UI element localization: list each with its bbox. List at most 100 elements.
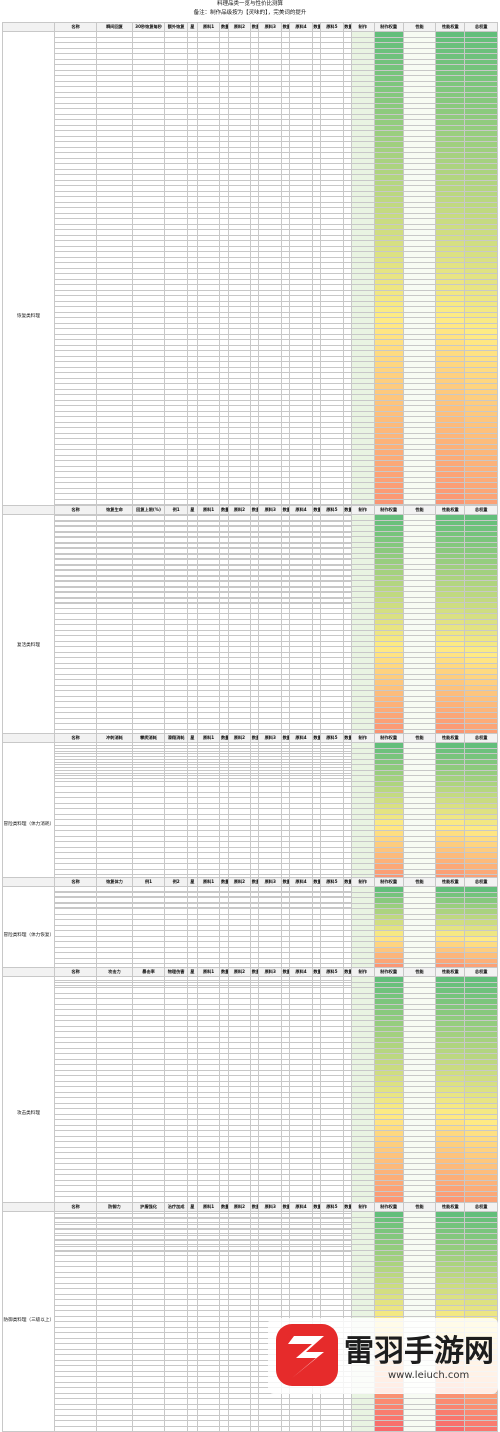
table-cell (164, 427, 188, 434)
table-cell (281, 97, 291, 104)
table-cell (281, 383, 291, 390)
table-cell (402, 1064, 437, 1071)
table-cell (311, 388, 322, 395)
table-cell (131, 1108, 166, 1115)
table-cell (342, 1080, 352, 1087)
table-cell (53, 388, 98, 395)
table-cell (464, 487, 498, 494)
table-cell (131, 1091, 166, 1098)
table-cell (131, 1086, 166, 1093)
column-header: 总权重 (464, 22, 498, 32)
table-cell (281, 102, 291, 109)
table-row (3, 919, 498, 926)
table-cell (219, 278, 229, 285)
table-row (3, 394, 498, 401)
table-cell (464, 86, 498, 93)
table-row (3, 1025, 498, 1032)
table-cell (435, 355, 466, 362)
table-row (3, 1146, 498, 1153)
table-cell (281, 119, 291, 126)
table-cell (250, 383, 260, 390)
table-cell (164, 306, 188, 313)
table-cell (250, 350, 260, 357)
table-cell (250, 295, 260, 302)
table-cell (311, 1141, 322, 1148)
table-cell (219, 1119, 229, 1126)
table-cell (219, 1053, 229, 1060)
table-cell (219, 410, 229, 417)
table-cell (435, 443, 466, 450)
table-cell (342, 460, 352, 467)
table-cell (53, 372, 98, 379)
column-header: 原料1 (196, 967, 221, 977)
table-cell (281, 1075, 291, 1082)
table-cell (131, 1097, 166, 1104)
table-cell (250, 410, 260, 417)
table-row (3, 344, 498, 351)
table-cell (53, 119, 98, 126)
table-cell (435, 300, 466, 307)
table-cell (250, 69, 260, 76)
table-cell (281, 1053, 291, 1060)
table-cell (164, 454, 188, 461)
table-row (3, 295, 498, 302)
table-cell (281, 421, 291, 428)
table-row (3, 471, 498, 478)
column-header: 性能 (402, 733, 437, 743)
table-cell (250, 1146, 260, 1153)
table-cell (250, 322, 260, 329)
table-cell (219, 476, 229, 483)
column-header: 制作权重 (373, 967, 404, 977)
table-cell (342, 1069, 352, 1076)
table-cell (311, 251, 322, 258)
table-cell (281, 399, 291, 406)
table-cell (435, 91, 466, 98)
table-cell (164, 108, 188, 115)
table-cell (402, 1042, 437, 1049)
table-cell (164, 1141, 188, 1148)
table-cell (250, 476, 260, 483)
table-cell (53, 1053, 98, 1060)
table-cell (402, 295, 437, 302)
table-cell (131, 300, 166, 307)
table-row (3, 1042, 498, 1049)
table-row (3, 780, 498, 787)
table-cell (435, 119, 466, 126)
table-cell (464, 350, 498, 357)
table-cell (164, 278, 188, 285)
table-cell (219, 366, 229, 373)
table-cell (53, 1047, 98, 1054)
column-header: 制作 (350, 505, 375, 515)
column-header: 例1 (131, 877, 166, 887)
table-cell (435, 410, 466, 417)
table-cell (402, 91, 437, 98)
table-cell (464, 449, 498, 456)
table-cell (435, 388, 466, 395)
table-cell (402, 438, 437, 445)
table-cell (435, 306, 466, 313)
table-cell (131, 284, 166, 291)
table-cell (53, 333, 98, 340)
table-cell (250, 1141, 260, 1148)
table-cell (219, 86, 229, 93)
table-cell (281, 405, 291, 412)
table-cell (131, 295, 166, 302)
table-cell (402, 273, 437, 280)
table-row (3, 421, 498, 428)
table-cell (311, 1102, 322, 1109)
table-cell (342, 405, 352, 412)
table-row (3, 317, 498, 324)
table-cell (281, 108, 291, 115)
table-cell (435, 1086, 466, 1093)
table-cell (435, 113, 466, 120)
table-row (3, 262, 498, 269)
table-cell (402, 1091, 437, 1098)
table-cell (464, 278, 498, 285)
table-cell (53, 465, 98, 472)
table-cell (53, 1020, 98, 1027)
table-cell (435, 267, 466, 274)
table-cell (281, 438, 291, 445)
table-row (3, 482, 498, 489)
table-cell (164, 75, 188, 82)
table-cell (464, 388, 498, 395)
